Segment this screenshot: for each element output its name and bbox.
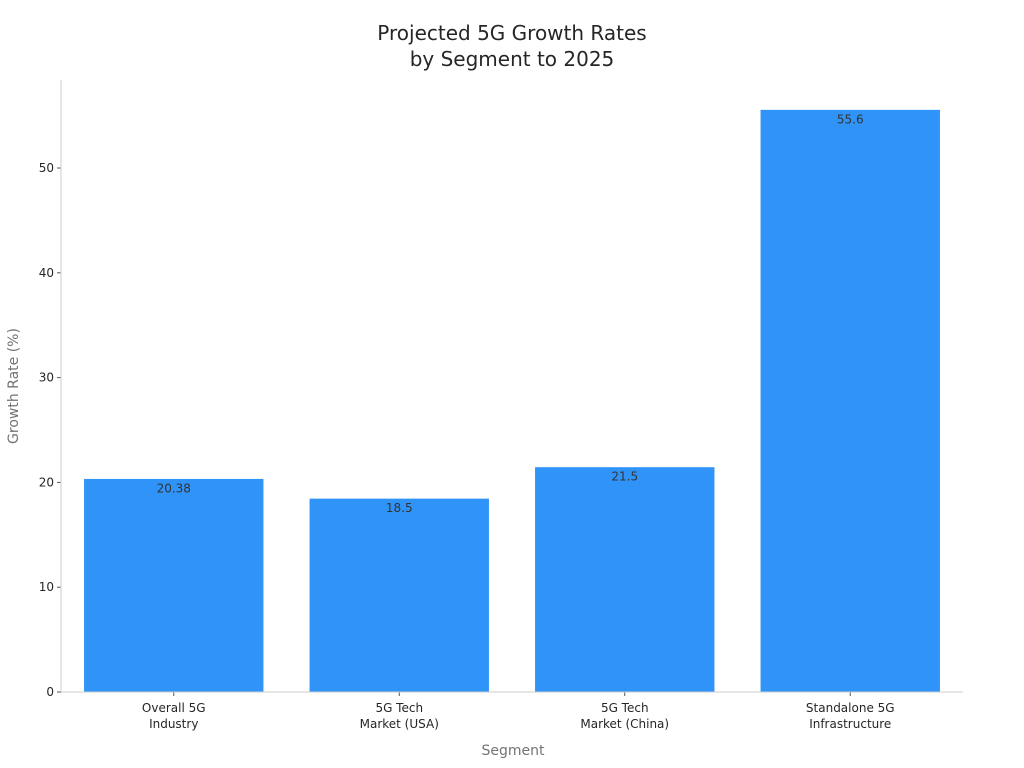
bar-2 [534,466,716,693]
x-tick-label-1-1: Market (USA) [360,717,439,731]
bar-3 [759,108,941,693]
y-tick-label-1: 10 [39,580,54,594]
bars-layer [83,108,941,693]
y-axis-label: Growth Rate (%) [6,328,22,444]
data-label-0: 20.38 [157,481,191,495]
y-tick-label-0: 0 [46,685,54,699]
y-tick-label-4: 40 [39,266,54,280]
data-label-2: 21.5 [611,470,638,484]
chart-title-line-1: Projected 5G Growth Rates [377,21,646,45]
bar-1 [308,497,490,693]
data-label-3: 55.6 [837,112,864,126]
data-labels-layer: 20.38 18.5 21.5 55.6 [157,112,864,515]
x-tick-label-2-0: 5G Tech [601,701,649,715]
data-label-1: 18.5 [386,501,413,515]
x-axis-label: Segment [482,743,546,759]
axes-layer: Overall 5G Industry 5G Tech Market (USA) 5G … [39,80,963,731]
chart-title-line-2: by Segment to 2025 [410,47,615,71]
x-tick-label-3-1: Infrastructure [809,717,891,731]
y-tick-label-3: 30 [39,371,54,385]
y-tick-label-2: 20 [39,475,54,489]
x-tick-label-3-0: Standalone 5G [806,701,895,715]
bar-0 [83,477,265,693]
x-tick-label-0-0: Overall 5G [142,701,206,715]
y-tick-label-5: 50 [39,161,54,175]
x-tick-label-1-0: 5G Tech [375,701,423,715]
x-tick-label-2-1: Market (China) [580,717,669,731]
x-tick-label-0-1: Industry [149,717,198,731]
